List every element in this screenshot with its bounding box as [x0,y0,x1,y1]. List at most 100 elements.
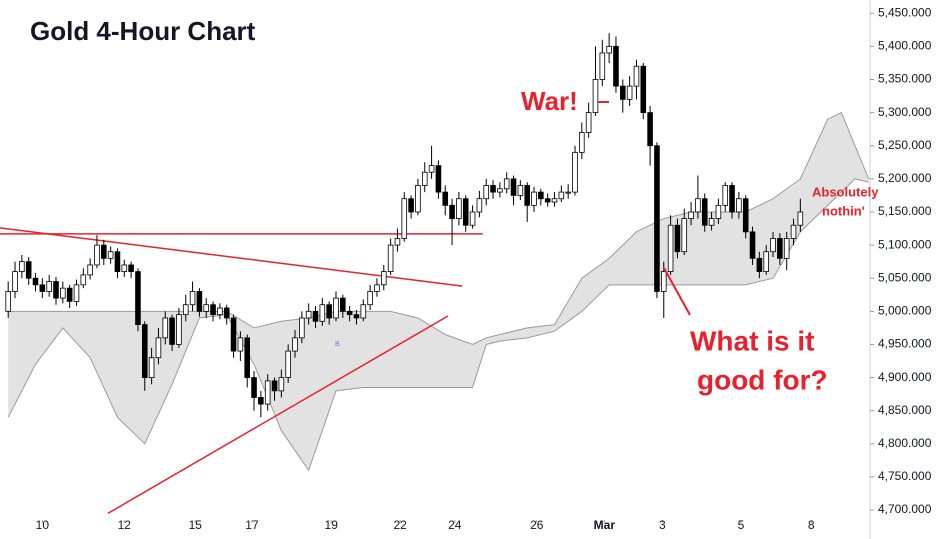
candle-body [544,198,551,203]
cloud-upper [8,111,870,346]
candle-body [585,112,592,133]
candle-body [415,185,421,213]
candle-body [264,380,271,405]
candle-body [128,264,134,272]
candle-body [162,317,169,339]
y-tick-label: 4,700.000 [878,502,932,516]
candle-body [599,52,606,80]
candle-body [483,185,490,200]
candle-body [756,257,763,272]
candle-body [524,185,530,206]
x-tick-label: 17 [245,518,259,532]
candle-body [421,171,428,186]
candle-body [210,304,216,316]
candle-body [87,264,93,276]
candle-body [647,112,653,147]
candle-body [121,264,128,272]
candle-body [462,198,469,226]
y-tick-label: 4,900.000 [878,370,932,384]
chart-title: Gold 4-Hour Chart [30,16,256,46]
candle-body [394,238,401,246]
x-tick-label: 22 [393,518,407,532]
y-tick-label: 5,450.000 [878,5,932,19]
candle-body [565,191,571,194]
candle-body [640,65,647,114]
x-tick-label: 19 [325,518,339,532]
candle-body [135,271,141,325]
plot [0,33,870,515]
candle-body [633,65,640,87]
candle-body [60,287,66,299]
y-tick-label: 5,400.000 [878,39,932,53]
candle-body [592,79,599,114]
y-tick-label: 5,250.000 [878,138,932,152]
candle-body [230,317,237,352]
candle-body [312,310,319,322]
candle-body [408,198,414,213]
candle-body [510,178,517,196]
candle-body [387,244,394,272]
x-tick-label: 3 [659,518,666,532]
candle-body [531,191,537,206]
y-tick-label: 4,800.000 [878,436,932,450]
candle-body [401,198,408,239]
candle-body [497,188,503,193]
candle-body [12,271,18,292]
candle-body [722,185,729,206]
y-tick-label: 5,350.000 [878,72,932,86]
candle-body [258,397,264,405]
annotation: nothin' [822,203,865,218]
candle-body [770,238,776,253]
candle-body [538,191,544,200]
candle-body [251,377,257,398]
candle-body [271,380,278,392]
y-tick-label: 5,000.000 [878,304,932,318]
trendline [107,315,449,515]
candle-body [107,251,114,259]
candle-body [708,218,715,226]
candle-body [729,185,735,213]
candle-body [654,145,660,292]
marker-label: B [335,341,340,348]
candle-body [572,151,578,193]
annotation: What is it [690,325,814,356]
candle-body [469,211,476,226]
candle-body [374,284,380,292]
y-tick-label: 4,850.000 [878,403,932,417]
x-tick-label: 10 [36,518,50,532]
candle-body [681,218,688,253]
cloud-lower [7,178,869,472]
candle-body [305,310,312,319]
candle-body [783,238,790,259]
y-tick-label: 5,100.000 [878,237,932,251]
candle-body [53,281,59,299]
candle-body [558,191,565,200]
annotation: War! [521,86,578,116]
candle-body [790,224,797,239]
candle-body [299,317,305,339]
candle-body [155,337,162,359]
candle-body [701,198,708,226]
annotation: Absolutely [812,184,879,199]
y-tick-label: 4,950.000 [878,337,932,351]
candle-body [490,185,496,193]
candle-body [203,304,210,312]
candle-body [620,85,626,100]
candle-body [449,204,455,219]
candle-body [476,198,483,213]
candle-body [223,307,230,319]
candle-body [340,297,346,312]
candle-body [244,337,250,378]
candle-body [114,251,121,272]
candle-body [367,291,373,306]
candle-body [435,165,442,193]
candle-body [32,277,39,286]
candle-body [148,357,155,378]
candle-body [688,211,694,219]
annotation-pointer [663,267,691,316]
candle-body [285,350,291,378]
candle-body [667,224,674,272]
candle-body [80,274,87,286]
candle-body [695,198,701,213]
